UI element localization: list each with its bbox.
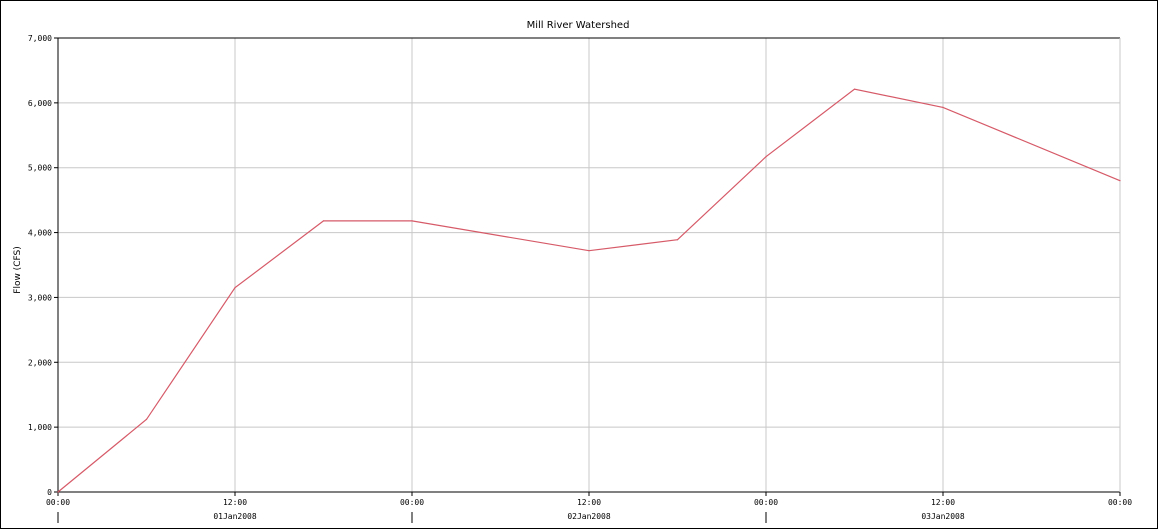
tick-labels: 0 1,000 2,000 3,000 4,000 5,000 6,000 7,000 00:0… bbox=[28, 34, 1132, 521]
data-point bbox=[234, 287, 236, 289]
data-point bbox=[57, 491, 59, 493]
x-tick-label: 12:00 bbox=[931, 498, 955, 507]
data-point bbox=[411, 220, 413, 222]
data-point bbox=[853, 88, 856, 90]
chart-title: Mill River Watershed bbox=[527, 20, 630, 31]
y-tick-label: 4,000 bbox=[28, 229, 52, 238]
axes bbox=[54, 37, 1121, 523]
y-axis-title: Flow (CFS) bbox=[13, 246, 23, 293]
x-tick-label: 00:00 bbox=[46, 498, 70, 507]
y-tick-label: 1,000 bbox=[28, 423, 52, 432]
data-point bbox=[942, 106, 944, 108]
y-tick-label: 5,000 bbox=[28, 164, 52, 173]
x-tick-label: 00:00 bbox=[754, 498, 778, 507]
y-tick-label: 6,000 bbox=[28, 99, 52, 108]
y-tick-label: 7,000 bbox=[28, 34, 52, 43]
x-tick-label: 12:00 bbox=[577, 498, 601, 507]
grid-lines bbox=[58, 37, 1121, 492]
date-label: 03Jan2008 bbox=[921, 512, 965, 521]
data-point bbox=[1119, 180, 1121, 182]
x-tick-label: 00:00 bbox=[1108, 498, 1132, 507]
data-point bbox=[145, 418, 148, 420]
data-point bbox=[588, 250, 590, 252]
date-label: 02Jan2008 bbox=[567, 512, 611, 521]
data-point bbox=[676, 239, 679, 241]
y-tick-label: 2,000 bbox=[28, 358, 52, 367]
x-tick-label: 00:00 bbox=[400, 498, 424, 507]
series-group bbox=[57, 88, 1121, 493]
y-tick-label: 3,000 bbox=[28, 293, 52, 302]
y-tick-label: 0 bbox=[47, 488, 52, 497]
x-tick-label: 12:00 bbox=[223, 498, 247, 507]
date-label: 01Jan2008 bbox=[213, 512, 257, 521]
data-point bbox=[765, 156, 767, 158]
data-point bbox=[322, 220, 325, 222]
